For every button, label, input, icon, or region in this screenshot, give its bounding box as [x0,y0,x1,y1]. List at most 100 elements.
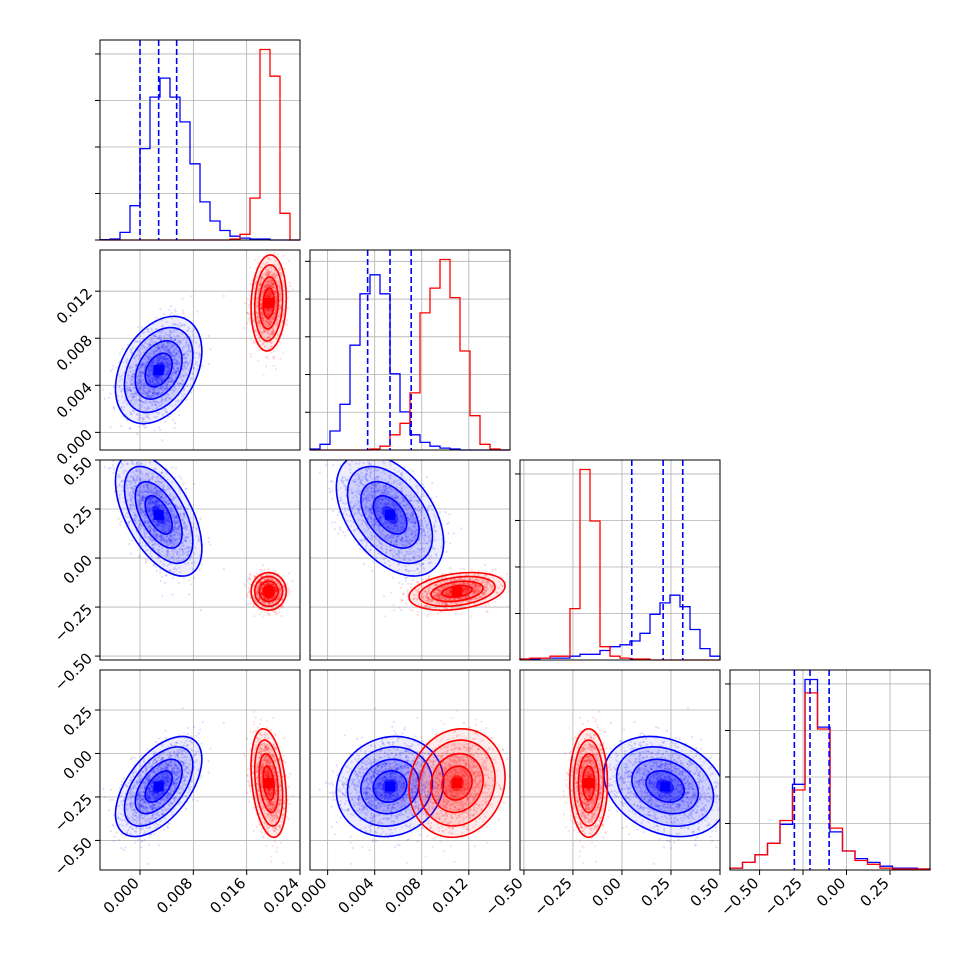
blue-scatter-point [176,382,179,386]
blue-scatter-point [168,535,171,538]
blue-scatter-point [155,379,158,382]
blue-scatter-point [111,368,114,371]
blue-scatter-point [137,461,140,465]
blue-scatter-point [169,389,172,392]
blue-scatter-point [163,538,166,541]
blue-scatter-point [140,366,143,369]
blue-scatter-point [183,536,186,539]
red-scatter-point [256,317,259,320]
red-scatter-point [273,276,276,279]
blue-scatter-point [151,540,154,543]
red-scatter-point [287,290,290,294]
blue-scatter-point [186,374,189,377]
blue-scatter-point [187,535,190,539]
blue-scatter-point [147,416,150,419]
blue-scatter-point [177,528,180,531]
blue-scatter-point [142,424,145,427]
blue-scatter-point [172,513,175,516]
blue-scatter-point [195,360,198,364]
red-scatter-point [274,259,277,263]
blue-scatter-point [137,381,140,384]
blue-scatter-point [158,496,162,499]
blue-scatter-point [125,387,129,390]
red-scatter-point [258,284,261,287]
blue-scatter-point [157,524,160,527]
red-scatter-point [278,298,281,301]
blue-scatter-point [179,355,182,358]
blue-scatter-point [160,525,164,528]
blue-scatter-point [162,524,165,527]
blue-scatter-point [156,379,159,382]
blue-scatter-point [151,366,154,369]
red-scatter-point [270,329,273,332]
red-scatter-point [267,284,270,287]
blue-scatter-point [148,344,151,347]
blue-scatter-point [133,392,136,396]
red-scatter-point [269,280,272,283]
red-scatter-point [278,607,281,611]
blue-scatter-point [135,477,138,480]
red-scatter-point [266,355,269,358]
red-scatter-point [267,309,270,312]
blue-scatter-point [144,495,147,498]
red-scatter-point [247,306,250,309]
blue-scatter-point [160,331,163,334]
blue-scatter-point [132,475,135,478]
blue-scatter-point [143,520,146,524]
blue-scatter-point [179,505,182,508]
red-scatter-point [276,273,279,276]
blue-scatter-point [149,527,152,531]
blue-scatter-point [143,386,146,389]
blue-scatter-point [182,538,186,541]
blue-scatter-point [163,475,166,478]
blue-scatter-point [157,337,160,340]
red-scatter-point [266,294,269,297]
blue-scatter-point [154,486,157,490]
red-scatter-point [258,322,261,326]
red-scatter-point [268,333,271,336]
blue-scatter-point [159,504,163,507]
blue-scatter-point [160,539,163,542]
blue-scatter-point [166,534,169,537]
blue-scatter-point [162,527,165,530]
blue-scatter-point [149,373,152,376]
blue-scatter-point [118,475,121,478]
red-scatter-point [258,338,261,341]
blue-scatter-point [148,355,151,358]
blue-scatter-point [140,523,143,527]
red-scatter-point [260,292,263,295]
blue-scatter-point [134,521,137,525]
blue-scatter-point [164,511,167,515]
blue-scatter-point [155,400,158,403]
blue-scatter-point [128,427,131,430]
blue-scatter-point [154,543,157,546]
red-scatter-point [270,279,273,282]
blue-scatter-point [129,390,133,393]
blue-scatter-point [167,370,170,373]
blue-scatter-point [131,480,134,483]
blue-scatter-point [137,489,140,492]
red-scatter-point [270,321,273,324]
red-scatter-point [274,586,277,589]
blue-scatter-point [141,510,144,513]
blue-scatter-point [133,517,136,521]
blue-scatter-point [150,327,153,330]
red-scatter-point [268,291,272,294]
red-scatter-point [273,290,276,293]
blue-scatter-point [155,500,158,503]
blue-scatter-point [161,480,164,483]
red-scatter-point [267,293,270,296]
red-scatter-point [274,594,277,597]
blue-scatter-point [139,470,142,473]
blue-scatter-point [151,364,154,367]
blue-scatter-point [182,511,186,514]
blue-scatter-point [173,348,176,351]
blue-scatter-point [123,456,125,458]
blue-scatter-point [207,362,210,365]
blue-scatter-point [137,452,139,454]
blue-scatter-point [182,522,185,525]
red-scatter-point [260,277,263,280]
red-scatter-point [291,580,294,583]
red-scatter-point [274,288,277,291]
red-scatter-point [267,320,270,323]
